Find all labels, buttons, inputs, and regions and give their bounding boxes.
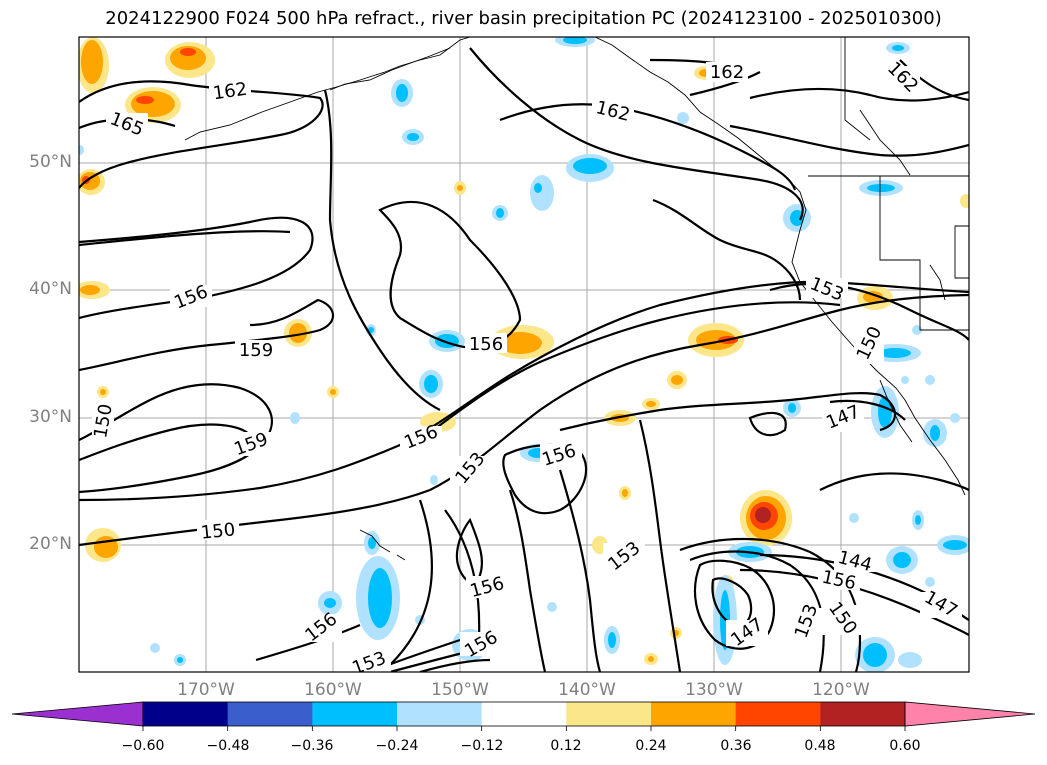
- lon-label-140w: 140°W: [558, 680, 616, 700]
- colorbar-segment: [566, 702, 652, 726]
- lon-label-170w: 170°W: [177, 680, 235, 700]
- colorbar-extend-low: [12, 702, 143, 726]
- colorbar: [11, 701, 1036, 731]
- colorbar-tick-label: −0.36: [290, 738, 334, 754]
- contour-label: 162: [212, 79, 249, 105]
- colorbar-segment: [820, 702, 906, 726]
- colorbar-segment: [312, 702, 398, 726]
- contour-label: 156: [469, 334, 503, 355]
- colorbar-tick-label: 0.12: [550, 738, 582, 754]
- colorbar-tick-label: −0.48: [206, 738, 250, 754]
- colorbar-tick-label: 0.24: [635, 738, 667, 754]
- contour-label: 150: [200, 519, 236, 543]
- colorbar-segment: [735, 702, 821, 726]
- map-frame: [78, 36, 970, 673]
- colorbar-segment: [227, 702, 313, 726]
- map-title: 2024122900 F024 500 hPa refract., river …: [105, 8, 942, 29]
- contour-label: 159: [239, 340, 273, 361]
- lat-label-30n: 30°N: [29, 407, 72, 427]
- colorbar-tick-label: 0.48: [804, 738, 836, 754]
- lon-label-150w: 150°W: [431, 680, 489, 700]
- lon-label-160w: 160°W: [304, 680, 362, 700]
- lat-label-20n: 20°N: [29, 534, 72, 554]
- graticule: [79, 37, 969, 672]
- colorbar-extend-high: [905, 702, 1035, 726]
- colorbar-segment: [481, 702, 567, 726]
- contour-label-masks: [92, 62, 962, 672]
- colorbar-tick-label: 0.60: [889, 738, 921, 754]
- colorbar-segment: [143, 702, 229, 726]
- colorbar-tick-label: −0.60: [121, 738, 165, 754]
- colorbar-segment: [397, 702, 483, 726]
- colorbar-segment: [651, 702, 737, 726]
- lon-label-130w: 130°W: [685, 680, 743, 700]
- lon-label-120w: 120°W: [812, 680, 870, 700]
- lat-label-50n: 50°N: [29, 152, 72, 172]
- coastlines: [184, 37, 969, 561]
- colorbar-tick-label: −0.24: [375, 738, 419, 754]
- colorbar-tick-label: 0.36: [720, 738, 752, 754]
- contour-label: 162: [710, 62, 744, 83]
- colorbar-tick-label: −0.12: [460, 738, 504, 754]
- lat-label-40n: 40°N: [29, 279, 72, 299]
